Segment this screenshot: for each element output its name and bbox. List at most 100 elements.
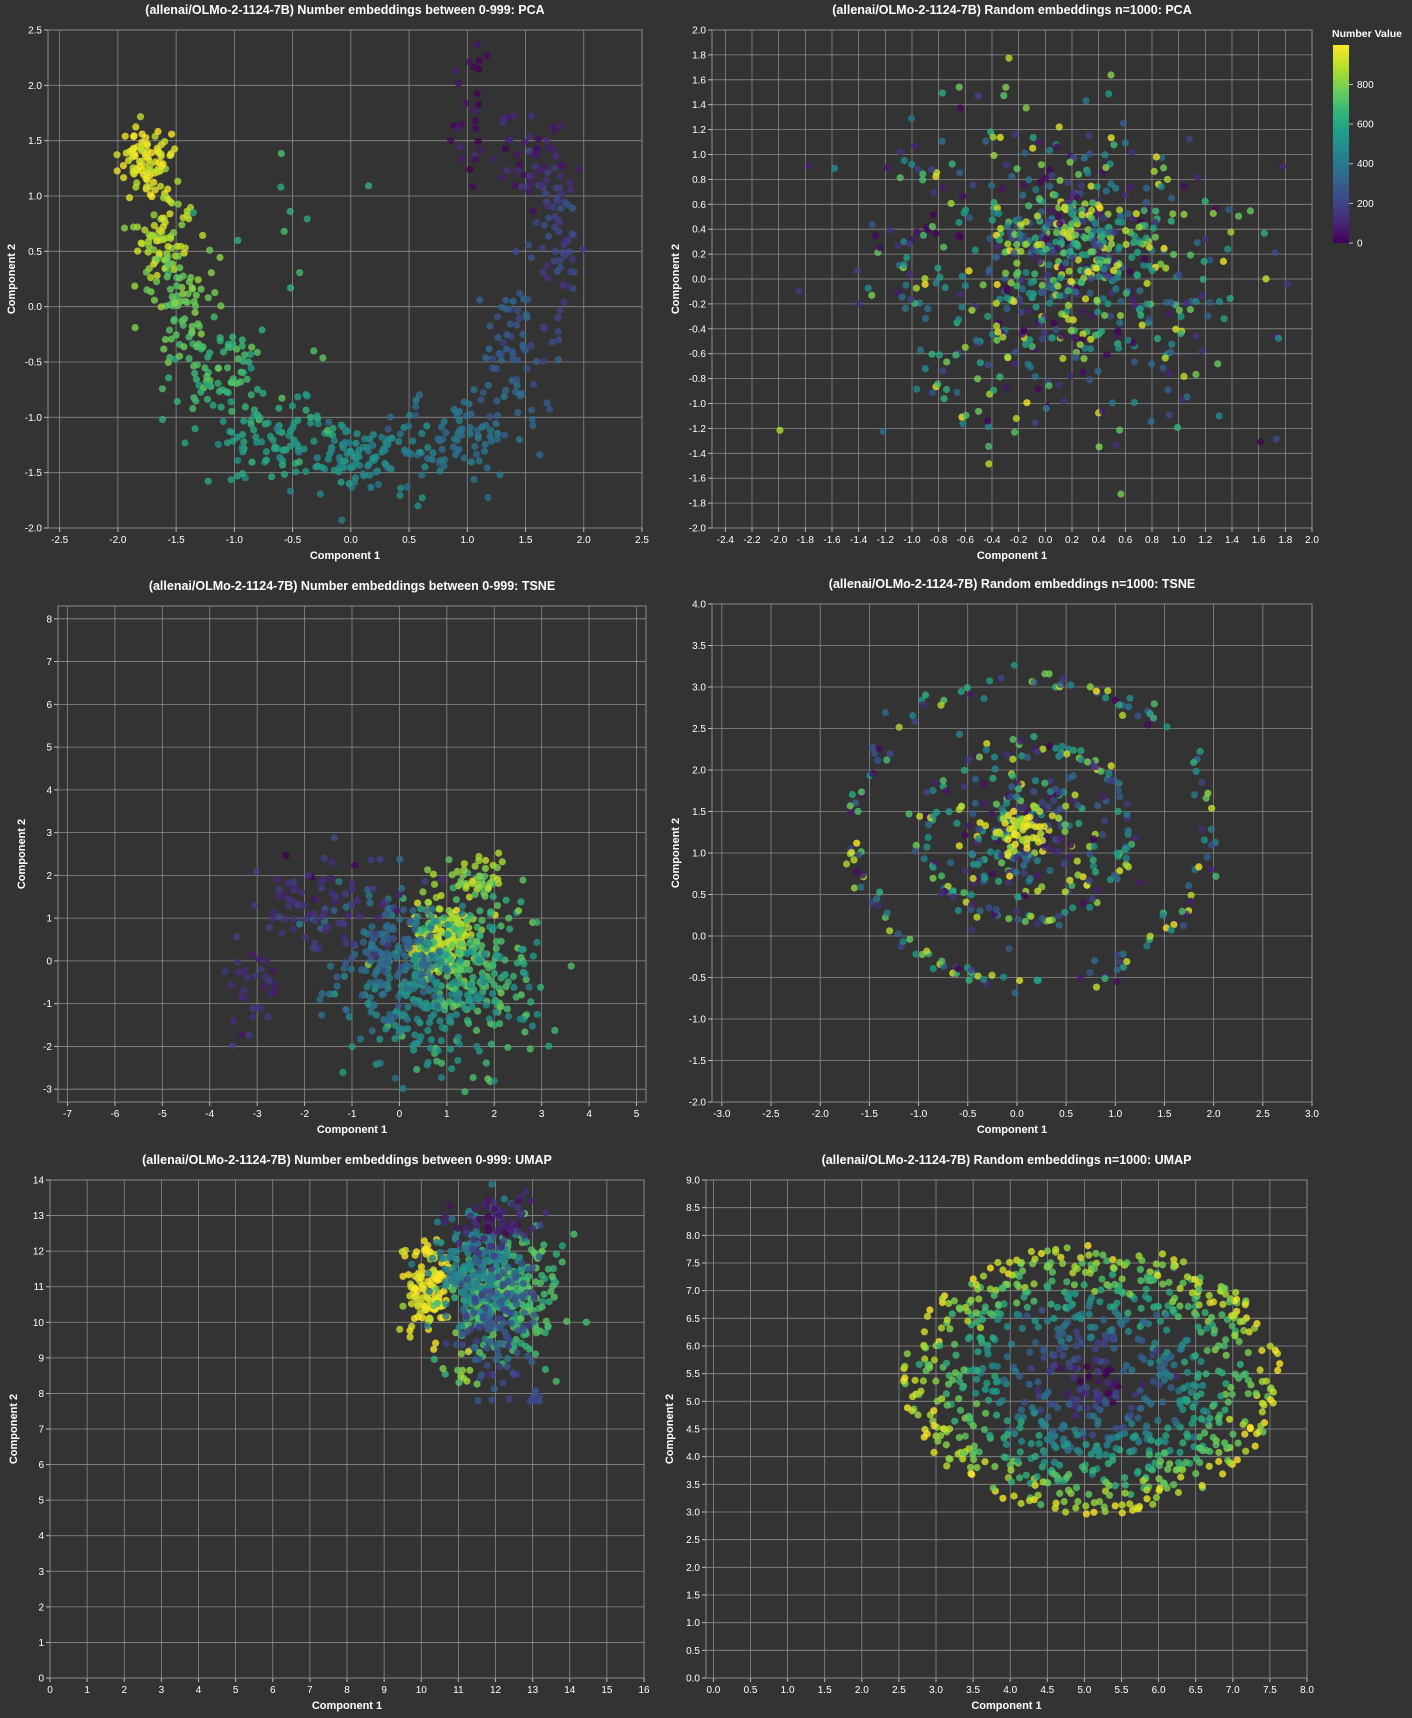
data-point xyxy=(280,470,288,478)
data-point xyxy=(1018,285,1027,293)
x-tick-label: -0.2 xyxy=(1010,535,1028,546)
data-point xyxy=(494,333,502,341)
data-point xyxy=(1117,490,1125,498)
data-point xyxy=(1226,1415,1234,1423)
data-point xyxy=(166,285,174,293)
data-point xyxy=(304,871,313,879)
data-point xyxy=(378,901,386,909)
data-point xyxy=(1117,212,1125,220)
data-point xyxy=(1116,867,1124,875)
data-point xyxy=(1246,207,1254,215)
data-point xyxy=(214,364,222,372)
data-point xyxy=(919,700,927,709)
data-point xyxy=(1218,1311,1226,1319)
data-point xyxy=(961,867,969,875)
data-point xyxy=(1027,1364,1035,1372)
data-point xyxy=(1036,258,1044,266)
data-point xyxy=(1226,294,1234,303)
data-point xyxy=(1002,83,1010,91)
data-point xyxy=(1201,235,1209,243)
data-point xyxy=(847,808,855,816)
data-point xyxy=(1140,255,1148,263)
data-point xyxy=(1018,1267,1027,1275)
data-point xyxy=(292,440,301,448)
data-point xyxy=(1067,220,1075,228)
data-point xyxy=(1092,264,1100,272)
data-point xyxy=(316,996,324,1004)
data-point xyxy=(290,915,298,923)
data-point xyxy=(899,938,907,946)
data-point xyxy=(999,333,1007,341)
data-point xyxy=(1219,257,1227,265)
data-point xyxy=(1124,1327,1133,1336)
data-point xyxy=(1204,312,1212,320)
data-point xyxy=(1099,214,1107,222)
data-point xyxy=(497,1297,505,1305)
data-point xyxy=(920,1343,929,1351)
data-point xyxy=(1096,1406,1104,1414)
data-point xyxy=(162,234,170,242)
data-point xyxy=(1100,1316,1108,1324)
data-point xyxy=(448,871,456,879)
data-point xyxy=(468,1003,476,1011)
data-point xyxy=(1079,330,1087,338)
data-point xyxy=(1067,1489,1075,1497)
x-tick-label: -1.4 xyxy=(850,535,868,546)
data-point xyxy=(1136,879,1144,887)
data-point xyxy=(439,435,447,443)
data-point xyxy=(519,1280,527,1288)
data-point xyxy=(174,200,182,208)
data-point xyxy=(909,1393,917,1401)
y-tick-label: -1.0 xyxy=(689,399,707,410)
data-point xyxy=(466,912,474,920)
data-point xyxy=(1179,1439,1187,1447)
data-point xyxy=(318,913,326,921)
data-point xyxy=(523,314,531,322)
data-point xyxy=(206,246,214,254)
data-point xyxy=(886,750,894,758)
data-point xyxy=(1119,119,1127,127)
data-point xyxy=(550,164,558,172)
data-point xyxy=(492,1356,500,1364)
data-point xyxy=(542,1317,550,1325)
data-point xyxy=(934,380,942,388)
data-point xyxy=(1134,1414,1142,1422)
data-point xyxy=(458,902,467,910)
data-point xyxy=(328,431,337,439)
data-point xyxy=(1021,917,1029,926)
data-point xyxy=(1020,181,1028,189)
data-point xyxy=(955,842,963,850)
data-point xyxy=(501,1230,509,1238)
data-point xyxy=(342,428,350,436)
data-point xyxy=(210,313,218,321)
data-point xyxy=(1056,835,1064,843)
data-point xyxy=(1262,275,1270,283)
data-point xyxy=(1098,1275,1106,1283)
data-point xyxy=(1180,210,1188,218)
data-point xyxy=(1163,175,1172,183)
data-point xyxy=(1065,197,1073,205)
data-point xyxy=(1112,285,1120,293)
data-point xyxy=(347,965,355,973)
data-point xyxy=(1180,183,1188,191)
data-point xyxy=(487,976,495,984)
data-point xyxy=(1183,1368,1191,1376)
data-point xyxy=(1045,916,1053,925)
data-point xyxy=(515,314,523,322)
data-point xyxy=(981,1385,989,1393)
data-point xyxy=(1026,874,1034,883)
data-point xyxy=(979,975,988,984)
data-point xyxy=(1040,1458,1048,1466)
data-point xyxy=(1109,1256,1117,1264)
data-point xyxy=(486,413,494,421)
data-point xyxy=(1107,234,1115,242)
data-point xyxy=(188,284,196,292)
data-point xyxy=(931,778,939,786)
data-point xyxy=(997,851,1005,860)
data-point xyxy=(353,430,361,438)
data-point xyxy=(1008,173,1016,181)
data-point xyxy=(275,885,283,894)
data-point xyxy=(507,1319,515,1327)
data-point xyxy=(853,267,862,275)
x-tick-label: 5.5 xyxy=(1115,1685,1129,1696)
